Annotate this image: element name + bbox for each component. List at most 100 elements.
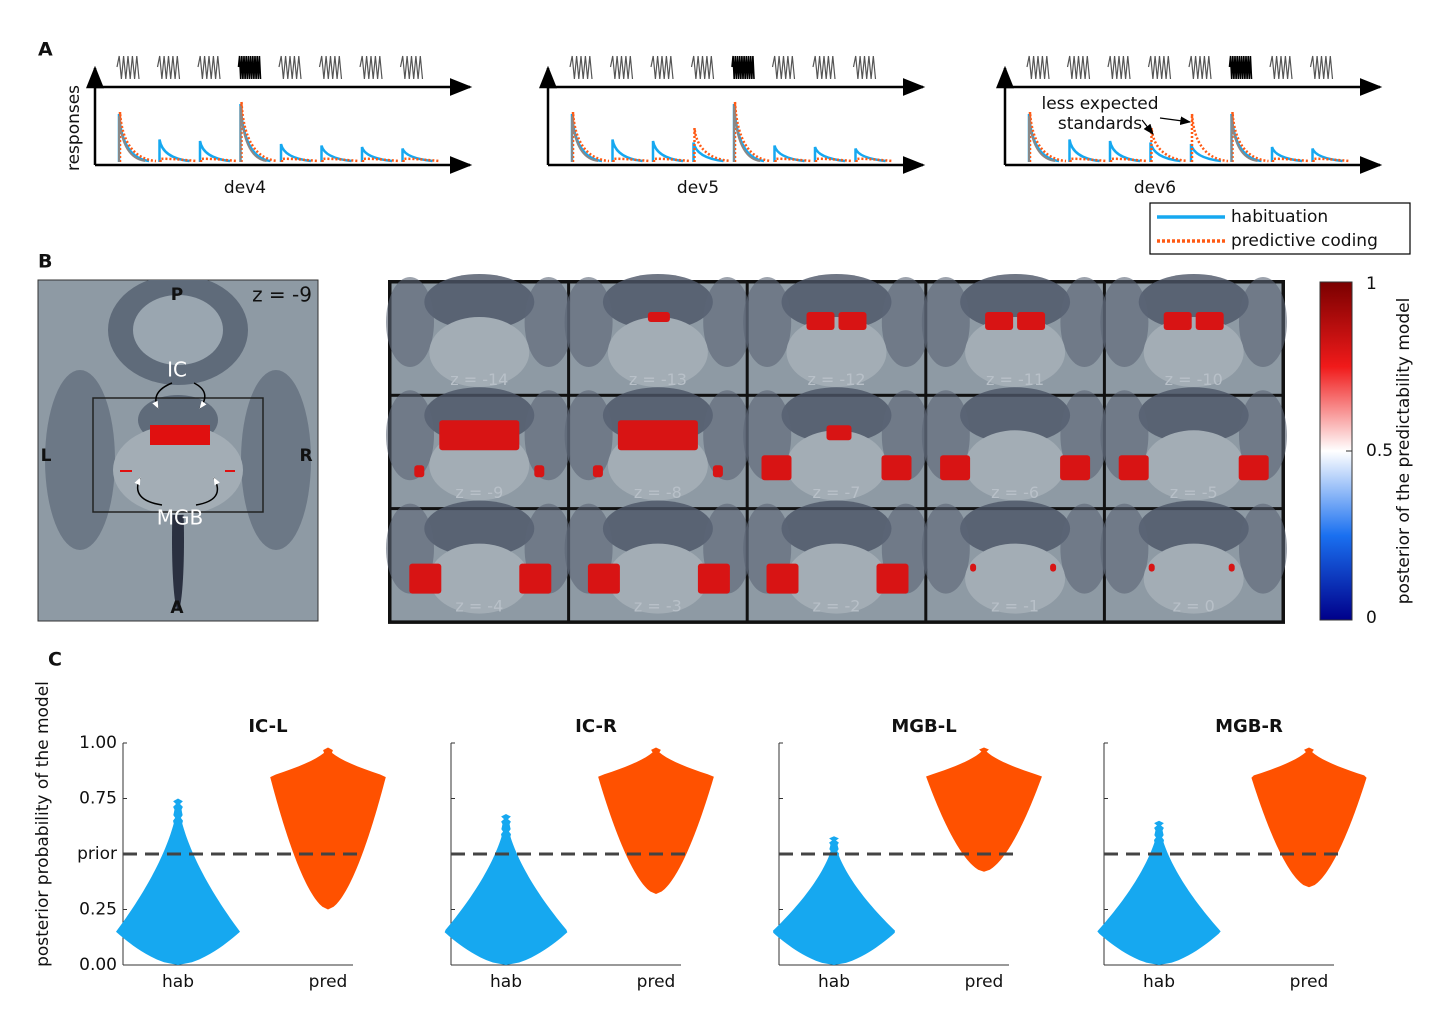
x-tick-label: pred [309, 972, 348, 992]
activation [970, 564, 976, 572]
panel-label: A [38, 39, 53, 61]
activation [839, 312, 867, 330]
activation [1050, 564, 1056, 572]
y-axis-label: posterior probability of the model [33, 681, 53, 967]
subplot-label: dev4 [224, 178, 266, 198]
chart-title: MGB-L [891, 716, 956, 737]
y-axis-label: responses [64, 85, 84, 171]
slice: z = -4 [386, 501, 573, 621]
anatomy [386, 390, 434, 480]
y-tick-label: 0.25 [79, 900, 117, 920]
panel-label: C [48, 649, 62, 671]
slice: z = -5 [1100, 387, 1287, 507]
slice-label: z = -14 [450, 370, 508, 389]
activation [150, 425, 210, 445]
anatomy [386, 277, 434, 367]
anatomy [1239, 504, 1287, 594]
slice: z = -7 [743, 387, 930, 507]
slice: z = -11 [922, 274, 1109, 394]
slice-label: z = -4 [455, 596, 503, 615]
x-tick-label: hab [818, 972, 850, 992]
overview-slice: z = -9 [252, 283, 312, 307]
activation [1239, 455, 1269, 480]
slice-label: z = -5 [1170, 483, 1218, 502]
activation [1149, 564, 1155, 572]
anatomy [1239, 277, 1287, 367]
slice: z = -2 [743, 501, 930, 621]
activation [767, 564, 799, 594]
y-tick-label: 0.00 [79, 955, 117, 975]
anatomy [1100, 504, 1148, 594]
region-label: IC [167, 358, 187, 382]
slice: z = -8 [565, 387, 752, 507]
activation [409, 564, 441, 594]
anatomy [565, 390, 613, 480]
x-tick-label: hab [490, 972, 522, 992]
orientation-label: P [171, 285, 183, 305]
activation [660, 312, 670, 322]
activation [1164, 312, 1192, 330]
slice: z = -12 [743, 274, 930, 394]
slice-label: z = -1 [991, 596, 1039, 615]
panel-b: PALRz = -9ICMGBz = -14z = -13z = -12z = … [38, 274, 1414, 628]
anatomy [133, 295, 223, 365]
activation [1017, 312, 1045, 330]
activation [827, 425, 852, 440]
panel-label: B [38, 251, 52, 273]
activation [1229, 564, 1235, 572]
slice-label: z = -6 [991, 483, 1039, 502]
legend-label: habituation [1231, 207, 1328, 227]
subplot-label: dev6 [1134, 178, 1176, 198]
activation [414, 465, 424, 477]
y-tick-label: prior [77, 844, 117, 864]
x-tick-label: pred [637, 972, 676, 992]
activation [1119, 455, 1149, 480]
orientation-label: R [299, 446, 312, 466]
chart-title: MGB-R [1215, 716, 1283, 737]
legend-label: predictive coding [1231, 231, 1378, 251]
activation [519, 564, 551, 594]
region-label: MGB [157, 506, 203, 530]
activation [593, 465, 603, 477]
colorbar-tick-label: 0.5 [1366, 441, 1393, 461]
slice-label: z = -7 [813, 483, 861, 502]
colorbar-tick-label: 1 [1366, 274, 1377, 294]
slice: z = -10 [1100, 274, 1287, 394]
y-tick-label: 0.75 [79, 789, 117, 809]
anatomy [922, 504, 970, 594]
activation [534, 465, 544, 477]
activation [120, 470, 132, 472]
slice-label: z = -13 [629, 370, 687, 389]
figure: A B C responses dev4 dev5 dev6 less expecte… [0, 0, 1444, 1032]
annotation: less expected [1041, 94, 1158, 114]
slice: z = -13 [565, 274, 752, 394]
slice: z = -3 [565, 501, 752, 621]
activation [713, 465, 723, 477]
annotation: standards [1058, 114, 1142, 134]
anatomy [45, 370, 115, 550]
y-tick-label: 1.00 [79, 733, 117, 753]
colorbar-label: posterior of the predictability model [1394, 298, 1414, 605]
chart-title: IC-R [575, 716, 617, 737]
subplot-label: dev5 [677, 178, 719, 198]
anatomy [922, 277, 970, 367]
x-tick-label: hab [162, 972, 194, 992]
activation [618, 420, 698, 450]
slice: z = -1 [922, 501, 1109, 621]
activation [225, 470, 235, 472]
activation [877, 564, 909, 594]
activation [940, 455, 970, 480]
activation [807, 312, 835, 330]
slice-label: z = -3 [634, 596, 682, 615]
slice-label: z = -8 [634, 483, 682, 502]
slice-label: z = -2 [813, 596, 861, 615]
slice-label: z = -10 [1165, 370, 1223, 389]
orientation-label: A [170, 598, 184, 618]
anatomy [1100, 277, 1148, 367]
activation [985, 312, 1013, 330]
slice: z = 0 [1100, 501, 1287, 621]
activation [439, 420, 519, 450]
anatomy [743, 277, 791, 367]
anatomy [565, 277, 613, 367]
activation [882, 455, 912, 480]
